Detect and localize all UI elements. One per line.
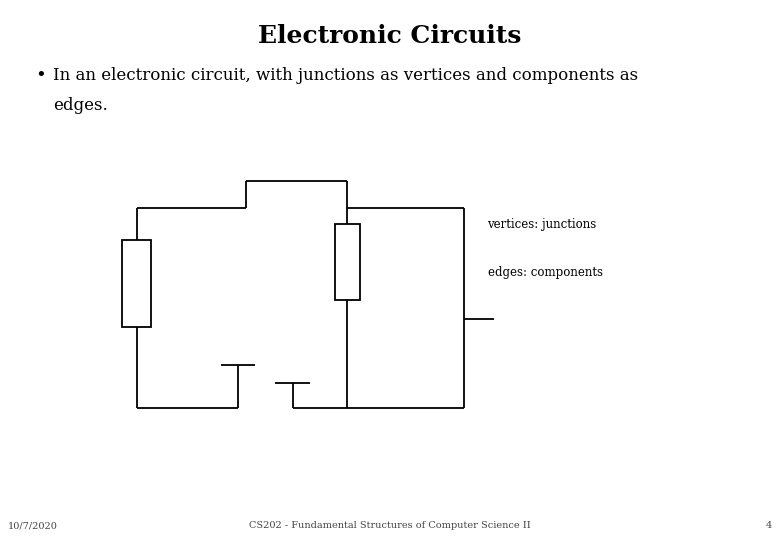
- Text: Electronic Circuits: Electronic Circuits: [258, 24, 522, 48]
- Text: •: •: [35, 68, 46, 85]
- Text: 10/7/2020: 10/7/2020: [8, 521, 58, 530]
- Text: vertices: junctions: vertices: junctions: [488, 218, 597, 231]
- Text: 4: 4: [766, 521, 772, 530]
- Text: edges: components: edges: components: [488, 266, 602, 279]
- Text: edges.: edges.: [53, 97, 108, 114]
- Text: In an electronic circuit, with junctions as vertices and components as: In an electronic circuit, with junctions…: [53, 68, 638, 84]
- Text: CS202 - Fundamental Structures of Computer Science II: CS202 - Fundamental Structures of Comput…: [249, 521, 531, 530]
- Bar: [335, 224, 360, 300]
- Bar: [122, 240, 151, 327]
